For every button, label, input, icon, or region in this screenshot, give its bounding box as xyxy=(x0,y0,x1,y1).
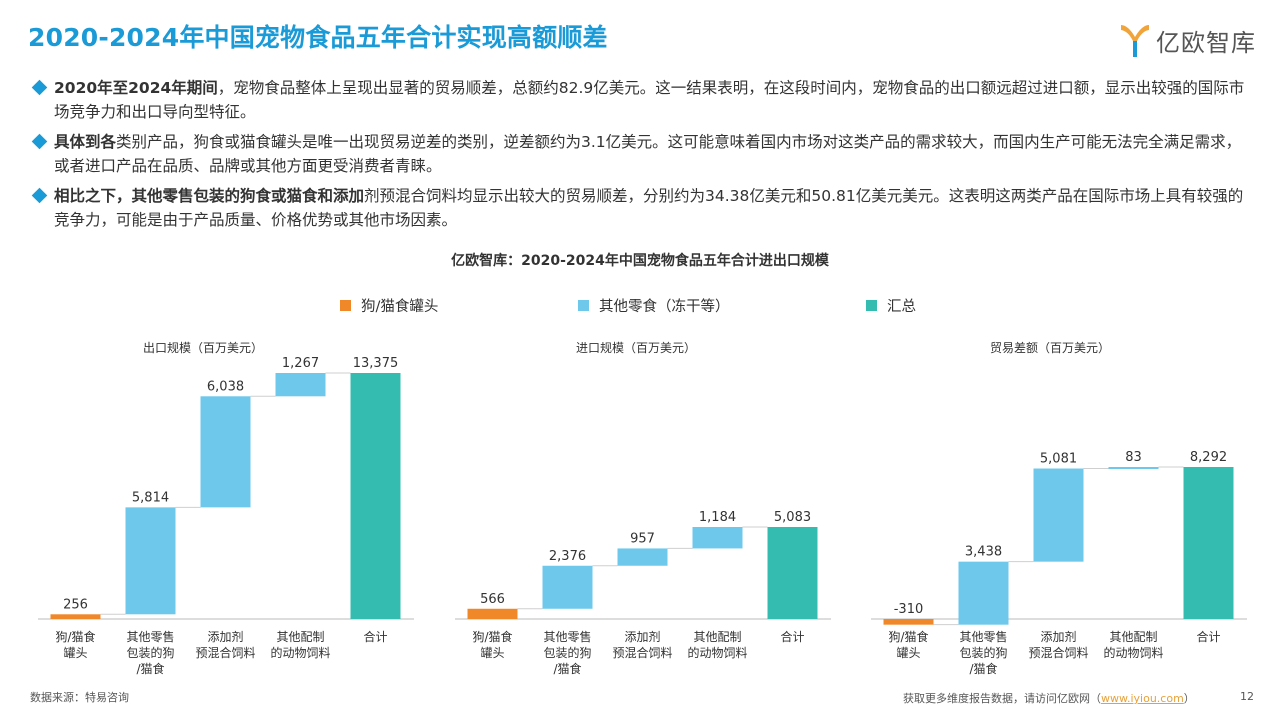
legend-label: 其他零食（冻干等） xyxy=(599,299,730,315)
legend-label: 狗/猫食罐头 xyxy=(361,299,439,315)
x-tick-label: 其他配制的动物饲料 xyxy=(1103,630,1163,660)
x-tick-label: 狗/猫食罐头 xyxy=(55,629,95,660)
legend-swatch xyxy=(866,300,877,311)
x-tick-label: 其他配制的动物饲料 xyxy=(687,630,747,660)
x-tick-label: 其他配制的动物饲料 xyxy=(270,630,330,660)
chart-subtitle: 进口规模（百万美元） xyxy=(576,340,696,355)
logo: 亿欧智库 xyxy=(1118,20,1256,60)
bullet-item: 相比之下，其他零售包装的狗食或猫食和添加剂预混合饲料均显示出较大的贸易顺差，分别… xyxy=(31,184,1252,232)
page-number: 12 xyxy=(1240,690,1254,703)
legend-label: 汇总 xyxy=(887,299,916,315)
chart-subtitle: 出口规模（百万美元） xyxy=(143,340,263,355)
data-label: 566 xyxy=(480,592,505,607)
data-label: 1,184 xyxy=(699,510,736,525)
data-label: 13,375 xyxy=(353,356,399,371)
bullet-list: 2020年至2024年期间，宠物食品整体上呈现出显著的贸易顺差，总额约82.9亿… xyxy=(31,76,1252,238)
bullet-bold: 相比之下，其他零售包装的狗食或猫食和添加 xyxy=(54,187,365,205)
x-tick-label: 添加剂预混合饲料 xyxy=(1028,629,1088,660)
x-tick-label: 合计 xyxy=(363,629,387,644)
legend-item: 其他零食（冻干等） xyxy=(578,295,730,316)
waterfall-bar xyxy=(883,619,934,625)
waterfall-bar xyxy=(467,608,518,619)
data-label: 83 xyxy=(1125,450,1142,465)
waterfall-bar xyxy=(1108,467,1159,469)
waterfall-bar xyxy=(542,565,593,609)
legend-swatch xyxy=(340,300,351,311)
footer-link[interactable]: www.iyiou.com xyxy=(1101,692,1184,705)
x-tick-label: 添加剂预混合饲料 xyxy=(612,629,672,660)
legend: 狗/猫食罐头 其他零食（冻干等） 汇总 xyxy=(0,295,1280,315)
data-label: -310 xyxy=(894,602,924,617)
waterfall-bar xyxy=(617,548,668,566)
waterfall-bar xyxy=(350,373,401,619)
bullet-text: 类别产品，狗食或猫食罐头是唯一出现贸易逆差的类别，逆差额约为3.1亿美元。这可能… xyxy=(54,133,1242,175)
waterfall-bar xyxy=(125,507,176,615)
footer-more: 获取更多维度报告数据，请访问亿欧网（www.iyiou.com） xyxy=(903,690,1195,706)
legend-item: 汇总 xyxy=(866,295,916,316)
x-tick-label: 其他零售包装的狗/猫食 xyxy=(543,629,591,676)
waterfall-bar xyxy=(200,396,251,508)
data-label: 256 xyxy=(63,597,88,612)
data-label: 2,376 xyxy=(549,549,586,564)
bullet-text: 剂预混合饲料均显示出较大的贸易顺差，分别约为34.38亿美元和50.81亿美元美… xyxy=(54,187,1244,229)
yiou-logo-icon xyxy=(1121,25,1149,57)
waterfall-bar xyxy=(275,373,326,397)
x-tick-label: 狗/猫食罐头 xyxy=(888,629,928,660)
bullet-item: 具体到各类别产品，狗食或猫食罐头是唯一出现贸易逆差的类别，逆差额约为3.1亿美元… xyxy=(31,130,1252,178)
page-title: 2020-2024年中国宠物食品五年合计实现高额顺差 xyxy=(28,23,608,52)
footer-more-suffix: ） xyxy=(1183,692,1195,705)
waterfall-bar xyxy=(767,527,818,619)
data-label: 6,038 xyxy=(207,379,244,394)
bullet-bold: 具体到各 xyxy=(54,133,117,151)
x-tick-label: 狗/猫食罐头 xyxy=(472,629,512,660)
data-label: 5,814 xyxy=(132,490,169,505)
waterfall-bar xyxy=(1183,467,1234,619)
logo-text: 亿欧智库 xyxy=(1156,28,1256,57)
chart-title: 亿欧智库：2020-2024年中国宠物食品五年合计进出口规模 xyxy=(451,253,829,269)
legend-item: 狗/猫食罐头 xyxy=(340,295,438,316)
data-label: 8,292 xyxy=(1190,450,1227,465)
x-tick-label: 合计 xyxy=(1196,629,1220,644)
x-tick-label: 其他零售包装的狗/猫食 xyxy=(126,629,174,676)
data-label: 5,083 xyxy=(774,510,811,525)
x-tick-label: 添加剂预混合饲料 xyxy=(195,629,255,660)
x-tick-label: 合计 xyxy=(780,629,804,644)
waterfall-bar xyxy=(50,614,101,619)
x-tick-label: 其他零售包装的狗/猫食 xyxy=(959,629,1007,676)
footer-more-prefix: 获取更多维度报告数据，请访问亿欧网（ xyxy=(903,692,1101,705)
data-source: 数据来源：特易咨询 xyxy=(30,691,129,704)
bullet-bold: 2020年至2024年期间 xyxy=(54,79,218,97)
legend-swatch xyxy=(578,300,589,311)
data-label: 3,438 xyxy=(965,545,1002,560)
chart-subtitle: 贸易差额（百万美元） xyxy=(990,341,1110,355)
waterfall-bar xyxy=(692,527,743,549)
data-label: 5,081 xyxy=(1040,452,1077,467)
waterfall-bar xyxy=(958,561,1009,625)
waterfall-bar xyxy=(1033,468,1084,562)
bullet-text: ，宠物食品整体上呈现出显著的贸易顺差，总额约82.9亿美元。这一结果表明，在这段… xyxy=(54,79,1245,121)
data-label: 1,267 xyxy=(282,356,319,371)
data-label: 957 xyxy=(630,531,655,546)
bullet-item: 2020年至2024年期间，宠物食品整体上呈现出显著的贸易顺差，总额约82.9亿… xyxy=(31,76,1252,124)
